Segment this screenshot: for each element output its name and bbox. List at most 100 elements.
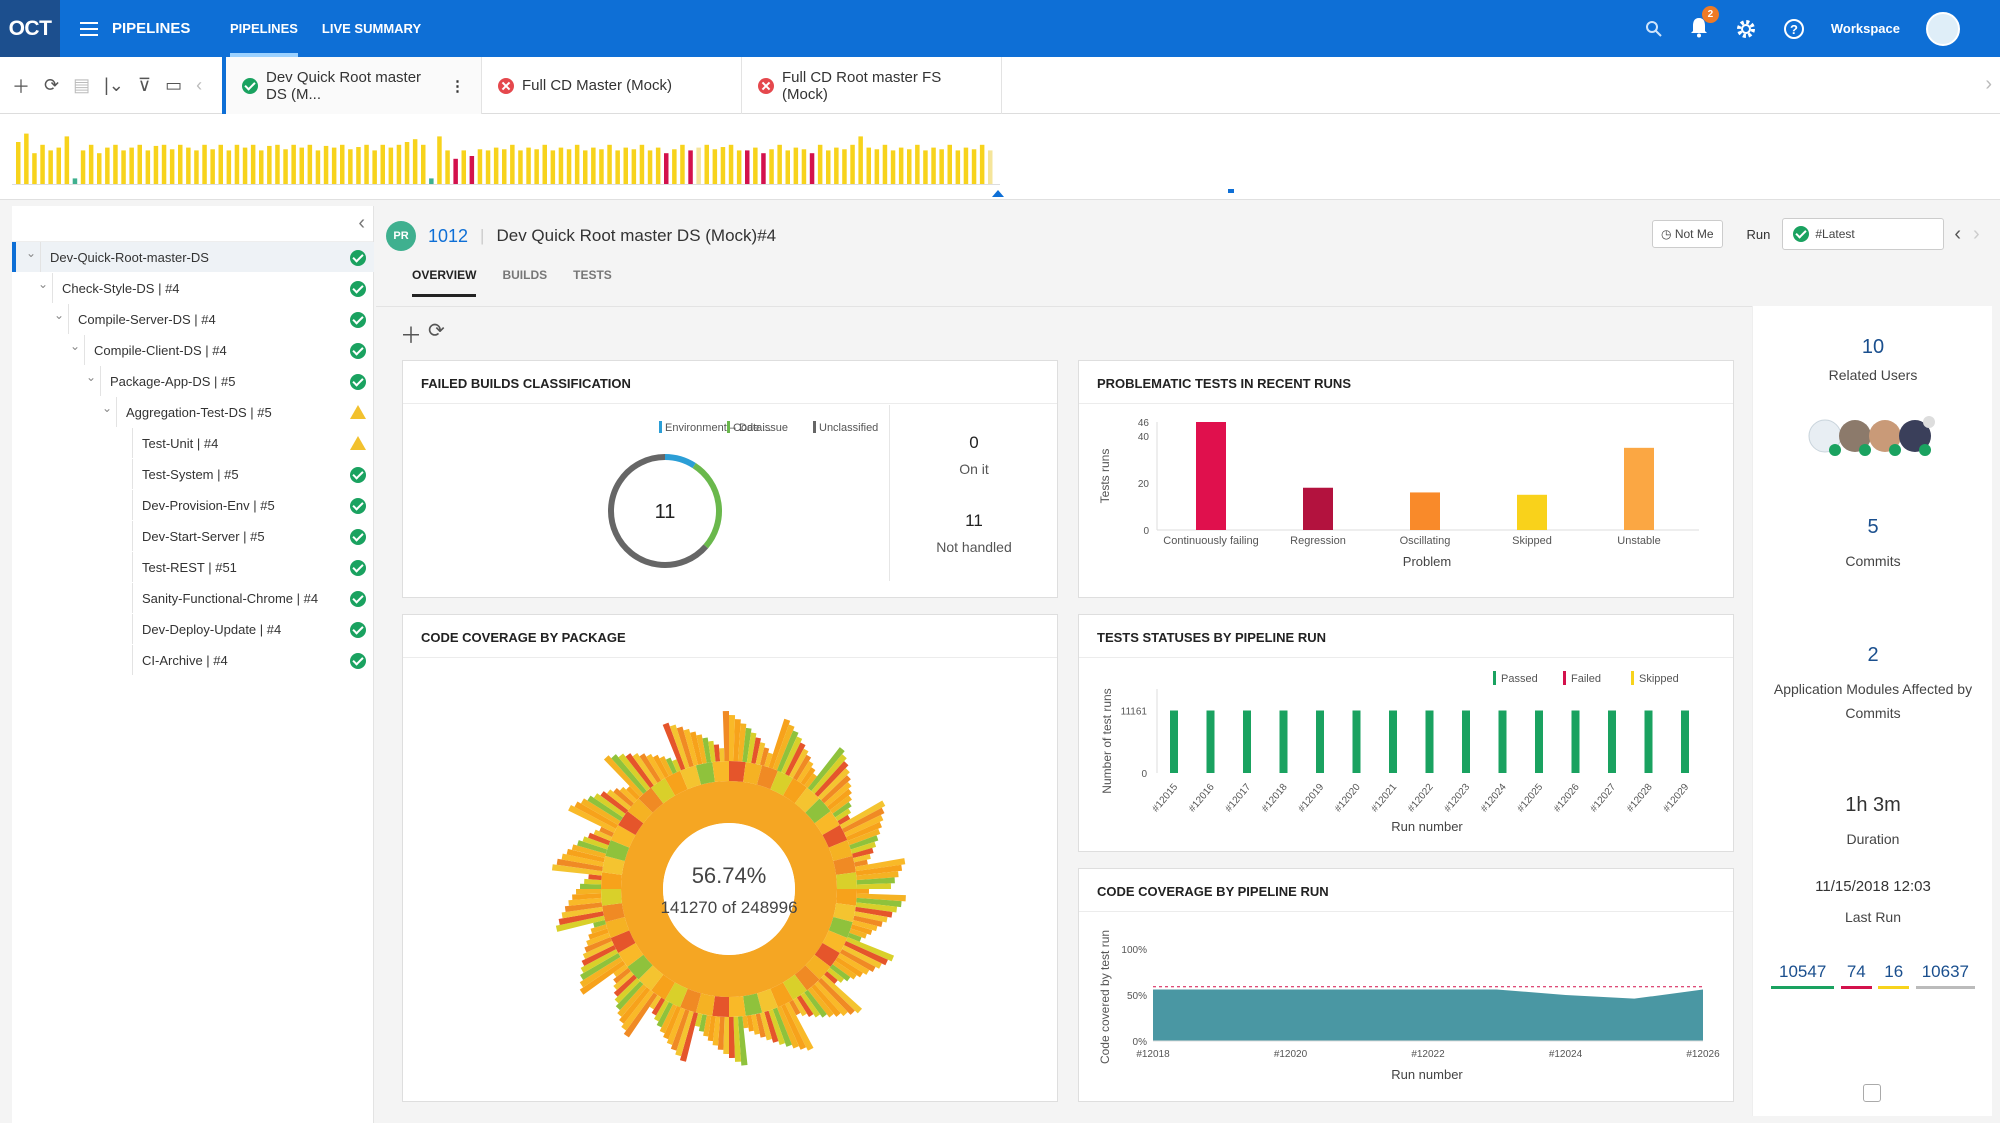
timeline-bar[interactable]: [364, 144, 369, 184]
failed-count[interactable]: 74: [1840, 962, 1872, 989]
timeline-bar[interactable]: [882, 144, 888, 184]
timeline-bar[interactable]: [510, 144, 515, 184]
timeline-bar[interactable]: [113, 144, 118, 184]
sunburst-segment[interactable]: [610, 825, 636, 848]
timeline-bar[interactable]: [534, 149, 539, 184]
bar[interactable]: [1608, 710, 1616, 773]
timeline-bar[interactable]: [777, 144, 782, 184]
bar[interactable]: [1644, 710, 1653, 773]
timeline-bar[interactable]: [793, 147, 799, 184]
refresh-widgets-icon[interactable]: ⟳: [428, 320, 445, 342]
timeline-bar[interactable]: [323, 145, 329, 184]
sunburst-segment[interactable]: [605, 840, 630, 862]
sunburst-segment[interactable]: [656, 1002, 673, 1028]
sunburst-segment[interactable]: [817, 977, 855, 1015]
timeline-bar[interactable]: [461, 150, 467, 184]
sunburst-segment[interactable]: [613, 974, 637, 997]
window-icon[interactable]: ▭: [165, 75, 183, 95]
timeline-bar[interactable]: [56, 147, 62, 184]
sunburst-segment[interactable]: [805, 954, 831, 980]
timeline-bar[interactable]: [623, 147, 629, 184]
sunburst-segment[interactable]: [696, 734, 707, 764]
sunburst-segment[interactable]: [676, 726, 694, 768]
sunburst-segment[interactable]: [610, 930, 636, 953]
timeline-bar[interactable]: [574, 144, 580, 184]
sunburst-segment[interactable]: [847, 932, 862, 942]
sunburst-segment[interactable]: [729, 1016, 735, 1058]
bar[interactable]: [1462, 710, 1470, 773]
bar[interactable]: [1196, 422, 1226, 530]
sunburst-segment[interactable]: [852, 919, 878, 932]
sunburst-segment[interactable]: [576, 889, 602, 895]
sunburst-segment[interactable]: [558, 911, 604, 925]
timeline-bar[interactable]: [234, 144, 240, 184]
sunburst-segment[interactable]: [842, 807, 885, 833]
sunburst-segment[interactable]: [719, 748, 725, 762]
timeline-bar[interactable]: [817, 144, 823, 184]
sunburst-segment[interactable]: [814, 943, 840, 967]
timeline-bar[interactable]: [736, 150, 742, 184]
gear-icon[interactable]: [1735, 18, 1757, 40]
sunburst-segment[interactable]: [852, 847, 874, 859]
sunburst-segment[interactable]: [672, 759, 682, 773]
sunburst-segment[interactable]: [822, 825, 848, 848]
bar[interactable]: [1170, 710, 1178, 773]
sunburst-segment[interactable]: [599, 826, 614, 837]
bar[interactable]: [1206, 710, 1215, 773]
sunburst-segment[interactable]: [614, 977, 641, 1004]
sunburst-segment[interactable]: [794, 965, 820, 991]
timeline-bar[interactable]: [194, 150, 199, 184]
sunburst-segment[interactable]: [618, 753, 651, 791]
timeline-bar[interactable]: [712, 149, 718, 184]
timeline-bar[interactable]: [907, 149, 912, 184]
timeline-bar[interactable]: [858, 136, 863, 184]
sunburst-segment[interactable]: [776, 1005, 799, 1049]
sunburst-segment[interactable]: [828, 916, 853, 938]
sunburst-segment[interactable]: [835, 956, 863, 978]
timeline-bar[interactable]: [97, 153, 102, 184]
run-selector[interactable]: #Latest: [1782, 218, 1945, 250]
sunburst-segment[interactable]: [587, 795, 623, 822]
chevron-down-icon[interactable]: ⌄: [102, 401, 113, 415]
sunburst-segment[interactable]: [783, 778, 807, 804]
sunburst-segment[interactable]: [824, 971, 838, 985]
sunburst-segment[interactable]: [849, 928, 867, 939]
next-run-icon[interactable]: ›: [1973, 222, 1980, 245]
sunburst-segment[interactable]: [855, 906, 893, 918]
coverage-run-chart[interactable]: 0%50%100%#12018 #12020 #12022 #12024 #12026C…: [1079, 869, 1735, 1103]
sunburst-segment[interactable]: [627, 798, 653, 824]
sunburst-segment[interactable]: [623, 992, 658, 1038]
timeline-bar[interactable]: [437, 136, 442, 184]
sunburst-segment[interactable]: [713, 744, 721, 762]
timeline-bar[interactable]: [502, 149, 507, 184]
timeline-bar[interactable]: [898, 147, 904, 184]
sunburst-segment[interactable]: [827, 788, 852, 811]
sunburst-segment[interactable]: [785, 1002, 814, 1051]
sunburst-segment[interactable]: [651, 778, 675, 804]
timeline-bar[interactable]: [931, 147, 936, 184]
timeline-bar[interactable]: [396, 144, 402, 184]
sunburst-segment[interactable]: [783, 974, 807, 1000]
sunburst-segment[interactable]: [600, 791, 629, 814]
sunburst-segment[interactable]: [690, 731, 703, 765]
bar[interactable]: [1498, 710, 1507, 773]
sunburst-segment[interactable]: [793, 997, 807, 1017]
sunburst-segment[interactable]: [590, 924, 608, 934]
timeline-bar[interactable]: [655, 147, 661, 184]
sunburst-segment[interactable]: [613, 967, 631, 984]
sunburst-segment[interactable]: [551, 864, 603, 876]
sunburst-segment[interactable]: [729, 715, 736, 762]
bar[interactable]: [1279, 710, 1288, 773]
sunburst-segment[interactable]: [845, 936, 895, 962]
sunburst-segment[interactable]: [566, 848, 605, 863]
timeline-bar[interactable]: [599, 149, 604, 184]
sunburst-segment[interactable]: [649, 995, 662, 1010]
tree-item[interactable]: ⌄ Check-Style-DS | #4: [12, 273, 374, 303]
sunburst-segment[interactable]: [621, 780, 837, 997]
sunburst-segment[interactable]: [781, 1004, 807, 1050]
sunburst-segment[interactable]: [814, 811, 840, 835]
sunburst-segment[interactable]: [707, 1015, 716, 1042]
coverage-area[interactable]: [1153, 989, 1703, 1041]
sunburst-segment[interactable]: [602, 903, 625, 923]
sunburst-segment[interactable]: [632, 753, 658, 786]
